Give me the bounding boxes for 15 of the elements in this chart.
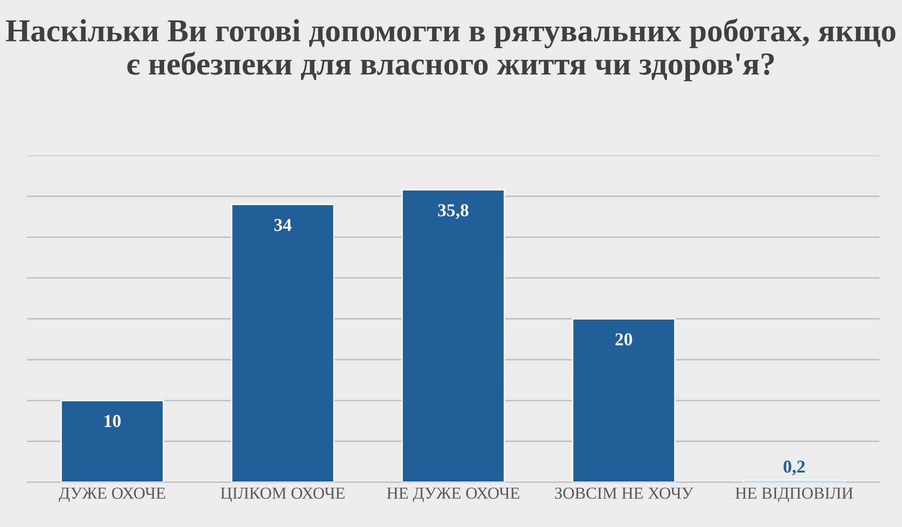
x-tick-label: НЕ ВІДПОВІЛИ	[735, 488, 853, 502]
x-tick-label: ЗОВСІМ НЕ ХОЧУ	[555, 488, 694, 499]
bar	[401, 189, 506, 482]
x-tick-label: ДУЖЕ ОХОЧЕ	[58, 488, 166, 502]
x-tick-label: ЦІЛКОМ ОХОЧЕ	[220, 488, 345, 502]
bar	[572, 318, 676, 482]
data-label: 20	[615, 333, 632, 346]
data-label: 0,2	[784, 460, 805, 476]
bar	[230, 204, 335, 482]
data-label: 34	[274, 218, 292, 232]
chart-title: Наскільки Ви готові допомогти в рятувальних роботах, якщо є небезпеки для власного життя чи здоров'я?	[6, 18, 896, 82]
data-label: 10	[104, 414, 121, 428]
x-tick-label: НЕ ДУЖЕ ОХОЧЕ	[386, 488, 520, 502]
bar	[60, 400, 164, 482]
data-label: 35,8	[438, 204, 468, 219]
